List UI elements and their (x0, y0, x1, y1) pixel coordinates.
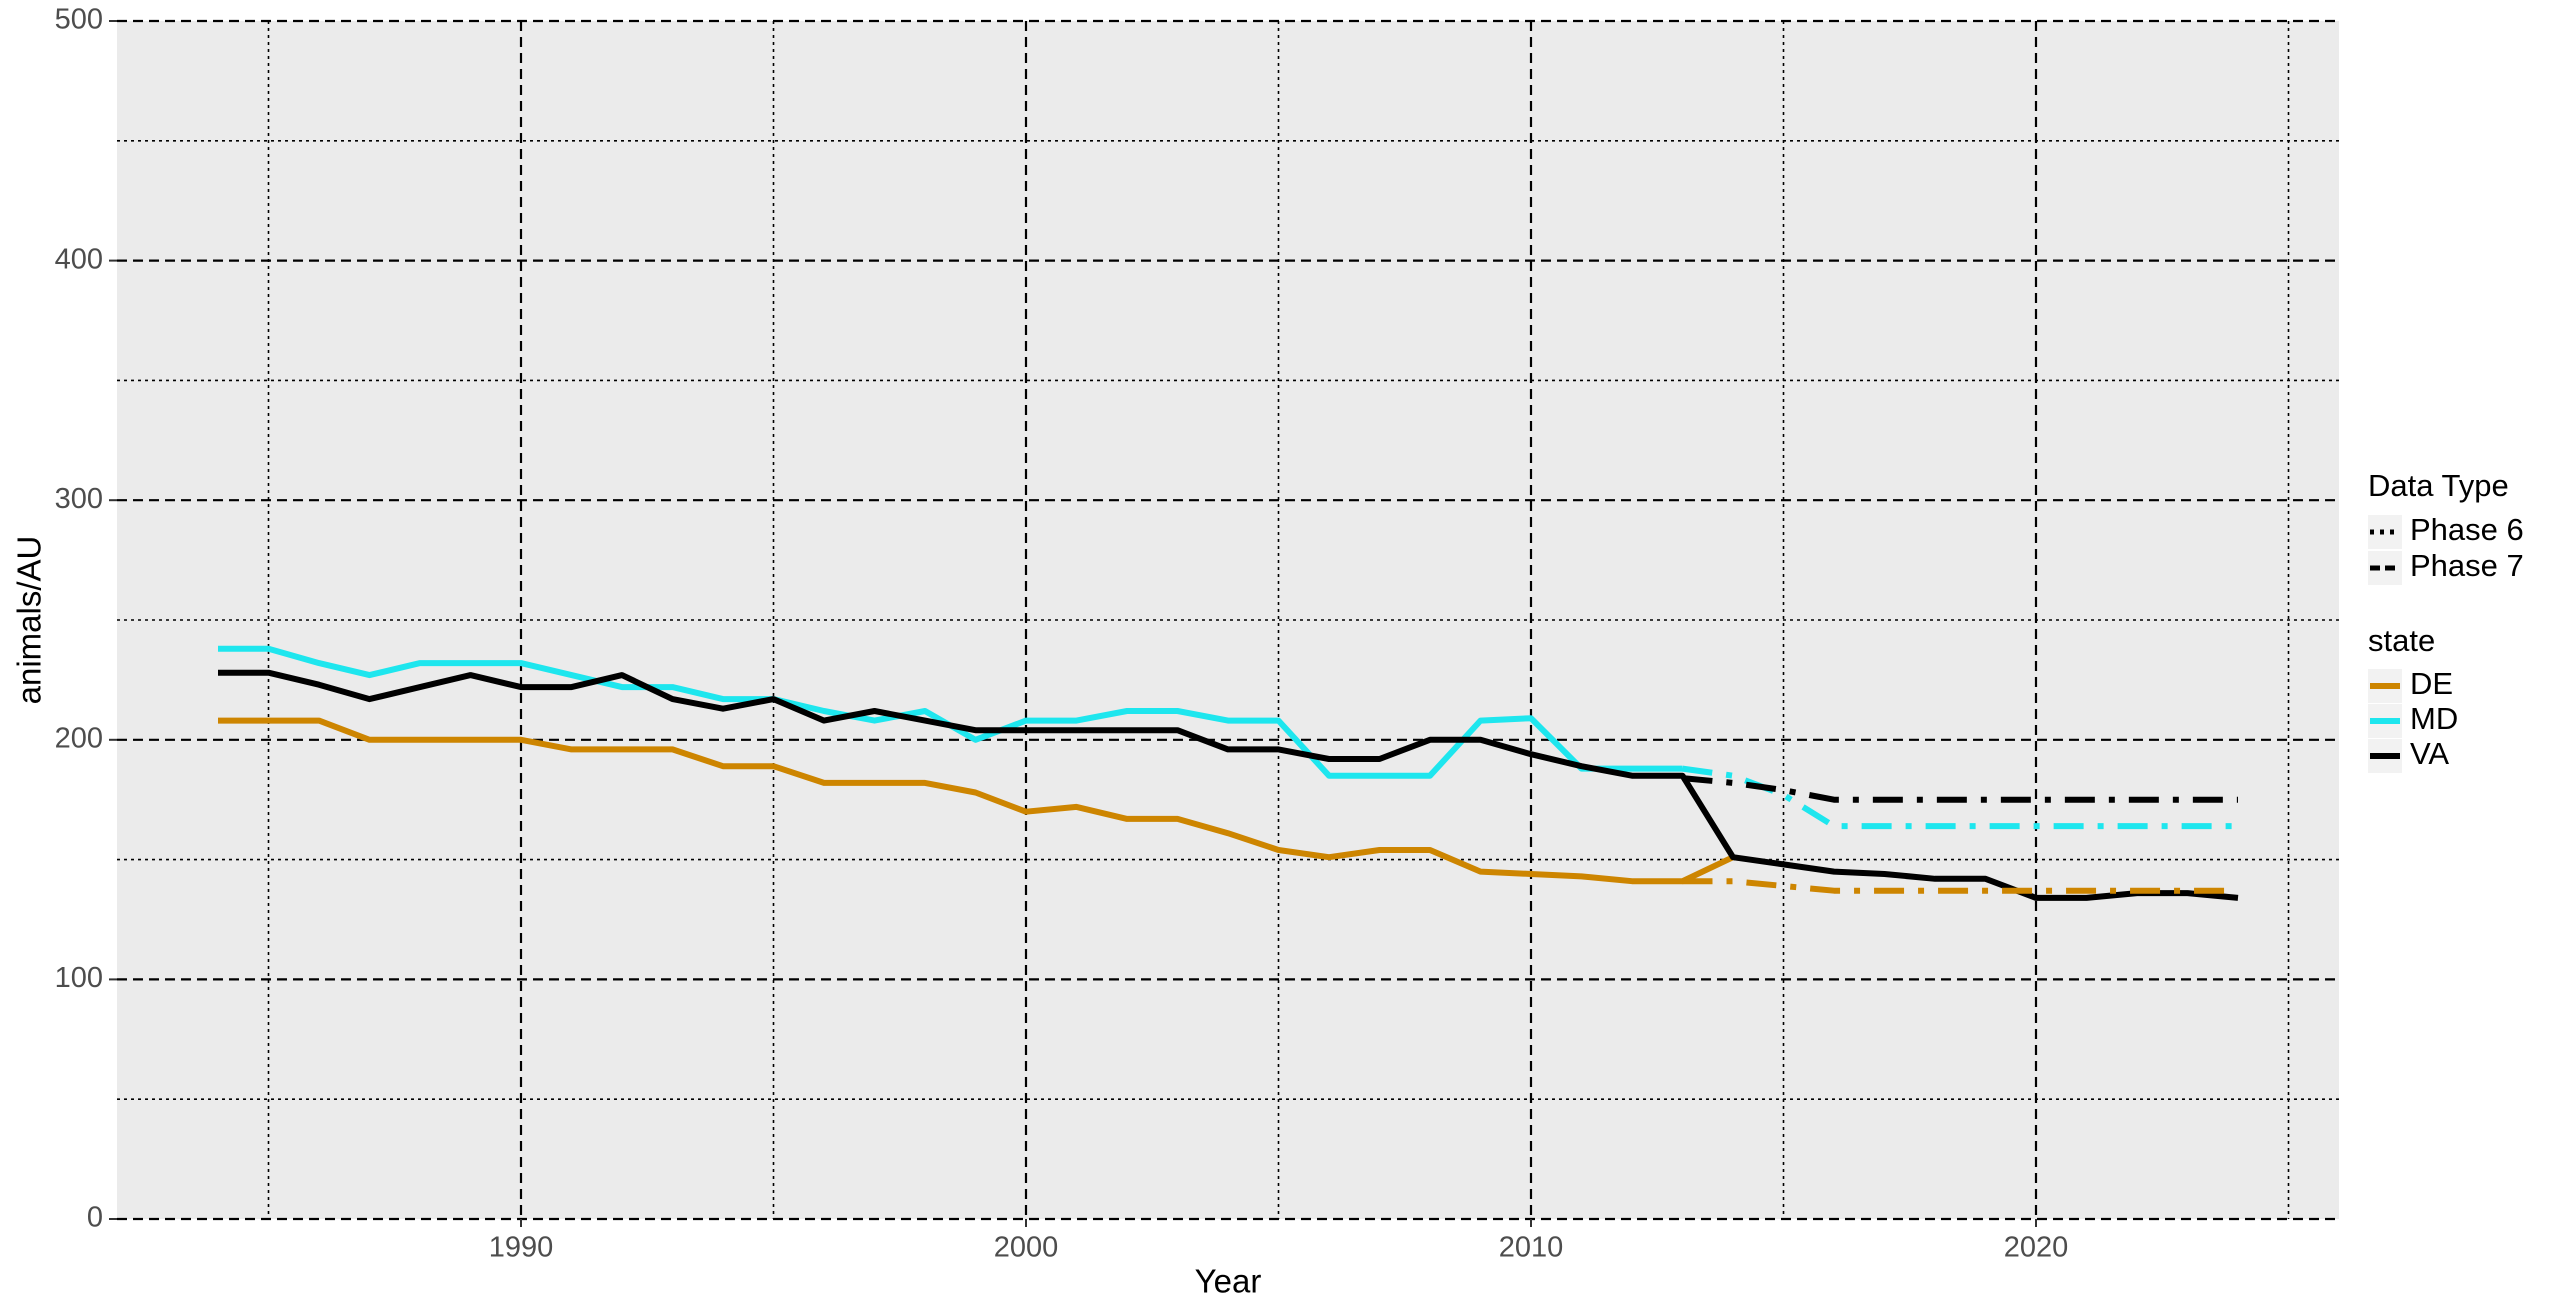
x-axis-title: Year (1195, 1263, 1262, 1300)
x-tick-label: 2020 (2004, 1232, 2069, 1264)
legend-label: Phase 7 (2410, 548, 2524, 583)
x-tick-label: 2000 (994, 1232, 1059, 1264)
x-tick-label: 2010 (1499, 1232, 1564, 1264)
y-tick-label: 400 (55, 243, 103, 275)
y-tick-label: 0 (87, 1202, 103, 1234)
series-line (218, 717, 1735, 885)
legend-label: MD (2410, 701, 2458, 736)
series-line (1682, 878, 2238, 894)
y-tick-label: 200 (55, 722, 103, 754)
y-tick-label: 300 (55, 483, 103, 515)
series-line (218, 669, 2239, 901)
legend-title: Data Type (2368, 468, 2509, 503)
plot-panel (117, 21, 2339, 1219)
legend-title: state (2368, 623, 2435, 658)
legend-label: Phase 6 (2410, 512, 2524, 547)
series-line (1682, 775, 2238, 803)
x-tick-label: 1990 (489, 1232, 554, 1264)
legend-label: VA (2410, 736, 2449, 771)
y-axis-title: animals/AU (11, 536, 48, 705)
series-line (1682, 765, 2238, 830)
y-tick-label: 100 (55, 962, 103, 994)
legend-label: DE (2410, 666, 2453, 701)
y-tick-label: 500 (55, 4, 103, 36)
